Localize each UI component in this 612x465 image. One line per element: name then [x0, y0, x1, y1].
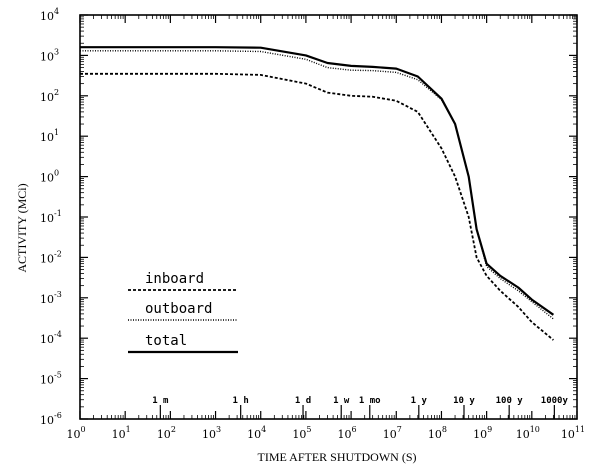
legend-label-total: total — [145, 333, 187, 349]
time-marker-label: 100 y — [496, 396, 524, 406]
time-marker-label: 1 m — [152, 396, 169, 406]
series-inboard-line — [80, 72, 554, 341]
x-tick-label: 1011 — [561, 425, 585, 441]
y-tick-label: 100 — [40, 169, 59, 185]
y-tick-label: 10-3 — [40, 290, 62, 306]
time-marker-label: 1000y — [541, 396, 569, 406]
x-tick-label: 107 — [383, 425, 402, 441]
series-outboard-line — [80, 50, 554, 320]
x-tick-label: 105 — [292, 425, 311, 441]
y-tick-label: 104 — [40, 7, 59, 23]
ticks-layer: 100 101 102 103 104 105 106 107 108 109 1010 1011 10… — [40, 7, 585, 441]
x-tick-label: 104 — [247, 425, 266, 441]
legend-label-outboard: outboard — [145, 301, 212, 317]
x-tick-label: 100 — [66, 425, 85, 441]
y-tick-label: 103 — [40, 47, 59, 63]
x-tick-label: 103 — [202, 425, 221, 441]
time-marker-label: 1 h — [233, 396, 249, 406]
series-total-line — [80, 46, 555, 316]
x-tick-label: 102 — [157, 425, 176, 441]
y-tick-label: 10-6 — [40, 411, 62, 427]
time-marker-label: 1 w — [333, 396, 350, 406]
time-marker-label: 1 mo — [359, 396, 381, 406]
y-tick-label: 10-5 — [40, 371, 62, 387]
y-tick-label: 102 — [40, 88, 59, 104]
y-axis-title: ACTIVITY (MCi) — [15, 183, 29, 272]
legend-label-inboard: inboard — [145, 271, 204, 287]
x-axis-title: TIME AFTER SHUTDOWN (S) — [258, 450, 417, 464]
time-marker-label: 1 y — [411, 396, 428, 406]
time-marker-label: 1 d — [295, 396, 311, 406]
time-marker-label: 10 y — [453, 396, 475, 406]
y-tick-label: 101 — [40, 128, 59, 144]
time-markers: 1 m 1 h 1 d 1 w 1 mo 1 y 10 y 100 y 1000y — [152, 396, 568, 419]
y-tick-label: 10-4 — [40, 330, 62, 346]
y-tick-label: 10-2 — [40, 249, 62, 265]
x-tick-label: 106 — [338, 425, 357, 441]
x-tick-label: 101 — [112, 425, 131, 441]
legend: inboard outboard total — [128, 271, 238, 354]
x-tick-label: 109 — [473, 425, 492, 441]
y-tick-label: 10-1 — [40, 209, 62, 225]
x-tick-label: 1010 — [516, 425, 540, 441]
x-tick-label: 108 — [428, 425, 447, 441]
series-layer — [80, 46, 555, 341]
